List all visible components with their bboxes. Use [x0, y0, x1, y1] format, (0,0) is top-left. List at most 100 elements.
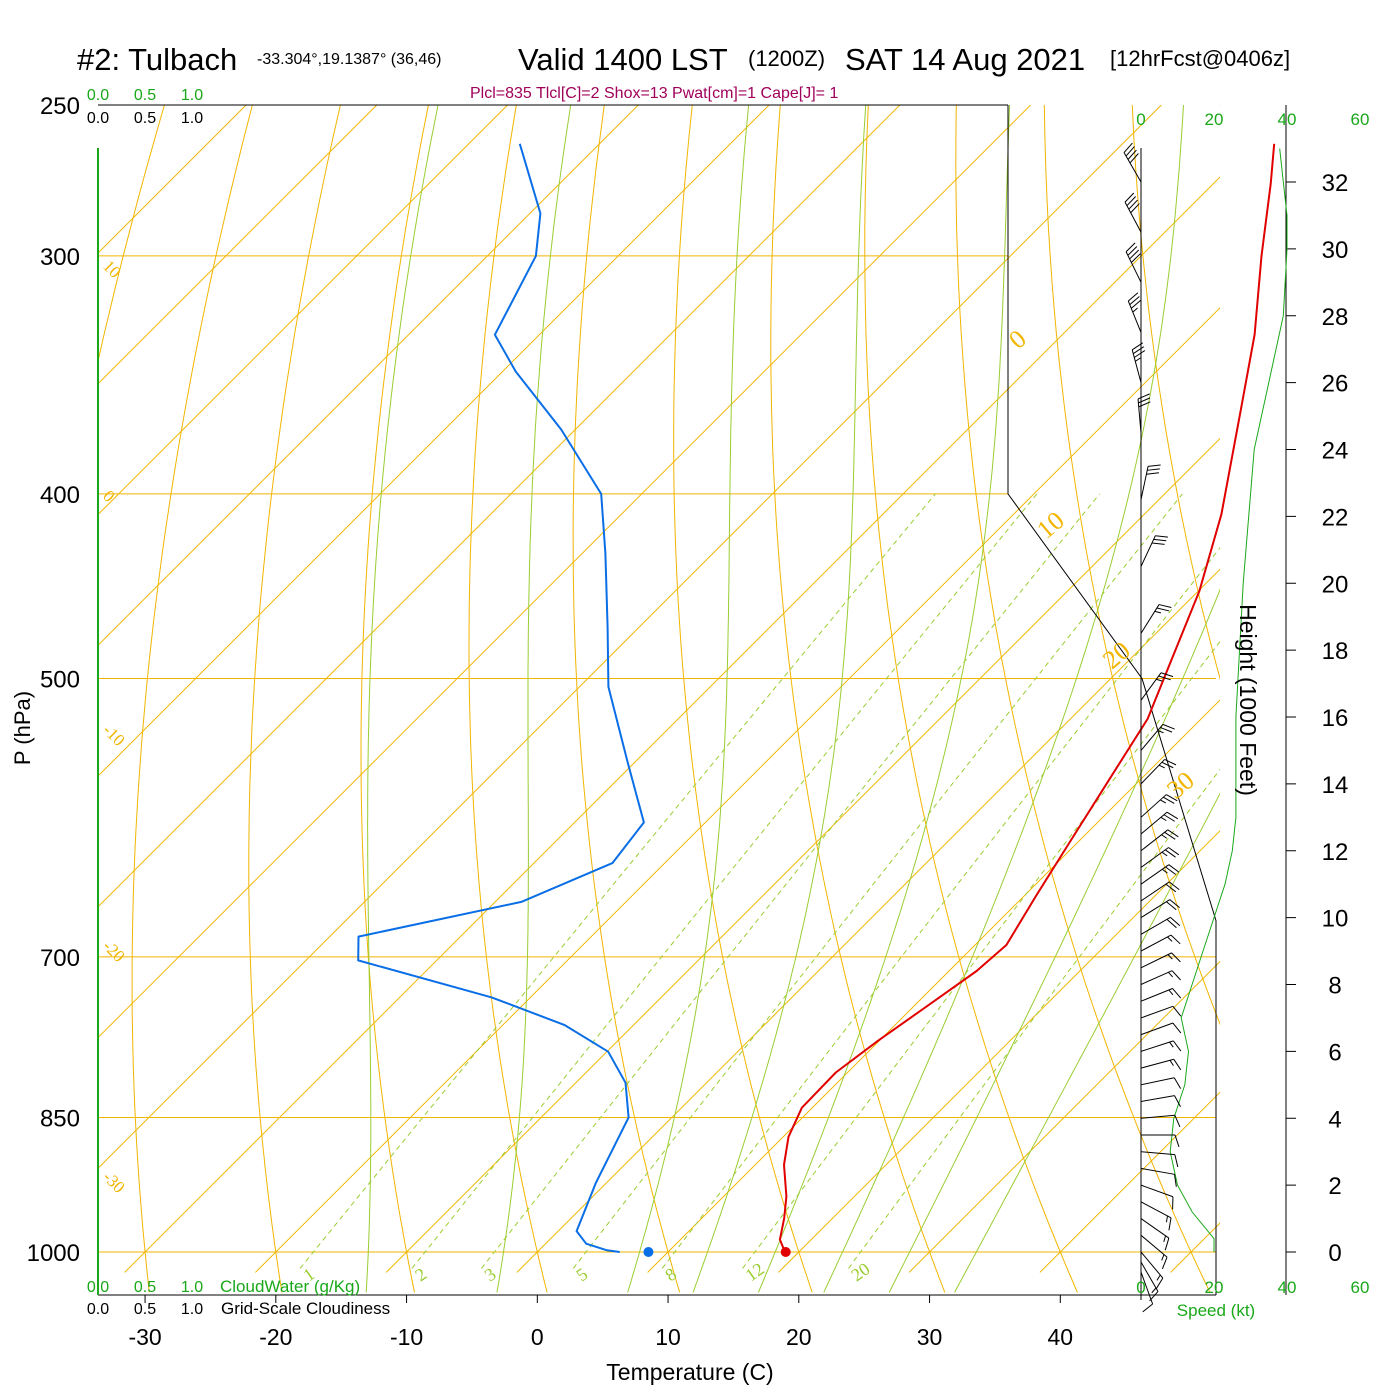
- height-tick-label: 12: [1322, 839, 1349, 866]
- isotherm-line: [516, 568, 1220, 1273]
- wind-barb: [1140, 535, 1168, 567]
- height-tick-label: 2: [1328, 1173, 1341, 1200]
- frame-right: [1007, 105, 1217, 1295]
- station-title: #2: Tulbach: [77, 42, 237, 77]
- wind-barb: [1141, 1134, 1180, 1148]
- pressure-tick-label: 1000: [27, 1240, 80, 1267]
- height-tick-label: 28: [1322, 304, 1349, 331]
- height-tick-label: 20: [1322, 571, 1349, 598]
- isotherm-line: [98, 105, 639, 647]
- mixing-ratio-line: [481, 493, 1100, 1269]
- wind-barb: [1140, 1095, 1181, 1107]
- moist-adiabat: [823, 105, 1184, 1293]
- dew-point-line: [357, 143, 645, 1253]
- temp-tick-label: 10: [655, 1324, 681, 1350]
- cloud-bottom-green-tick: 1.0: [181, 1279, 203, 1296]
- cloud-bottom-green-tick: 0.0: [87, 1279, 109, 1296]
- wind-barb: [1140, 604, 1172, 634]
- pressure-tick-label: 400: [40, 482, 80, 509]
- wind-barb: [1125, 242, 1142, 283]
- wind-barb: [1140, 934, 1181, 952]
- speed-axis-title: Speed (kt): [1177, 1301, 1255, 1320]
- speed-bottom-tick: 0: [1136, 1278, 1145, 1297]
- dry-adiabat: [673, 105, 813, 1293]
- wind-barb: [1140, 672, 1174, 701]
- mixing-ratio-label: 5: [572, 1264, 591, 1286]
- dry-adiabat: [1131, 105, 1220, 681]
- wind-barb: [1124, 192, 1142, 233]
- pressure-tick-label: 250: [40, 93, 80, 120]
- pressure-tick-label: 500: [40, 667, 80, 694]
- height-tick-label: 18: [1322, 638, 1349, 665]
- moist-adiabat: [365, 105, 439, 1293]
- height-tick-label: 14: [1322, 772, 1349, 799]
- station-coords: -33.304°,19.1387° (36,46): [257, 51, 441, 68]
- height-tick-label: 24: [1322, 438, 1349, 465]
- pressure-tick-label: 700: [40, 945, 80, 972]
- height-tick-label: 0: [1328, 1240, 1341, 1267]
- zulu-time: (1200Z): [748, 46, 825, 71]
- temp-tick-label: 20: [786, 1324, 812, 1350]
- surface-temperature-marker: [780, 1247, 791, 1257]
- dry-adiabat: [468, 105, 548, 1293]
- mixing-ratio-label: 3: [481, 1264, 500, 1286]
- isotherm-line: [98, 105, 378, 385]
- temp-tick-label: -10: [390, 1324, 423, 1350]
- height-tick-label: 32: [1322, 170, 1349, 197]
- isotherm-line: [98, 105, 770, 777]
- cloud-top-tick: 0.0: [87, 110, 109, 127]
- valid-date: SAT 14 Aug 2021: [845, 42, 1085, 77]
- wind-speed-profile: [1169, 148, 1288, 1252]
- background-grid: [98, 71, 1400, 1293]
- wind-barb: [1140, 1251, 1164, 1290]
- wind-barb: [1123, 142, 1142, 183]
- wind-barb: [1140, 1077, 1182, 1089]
- cloudiness-label: Grid-Scale Cloudiness: [221, 1299, 390, 1318]
- wind-barb: [1140, 1022, 1182, 1036]
- dry-adiabat: [1305, 71, 1400, 1292]
- dry-adiabat: [572, 105, 681, 1293]
- temperature-line: [778, 143, 1276, 1253]
- cloud-bottom-green-tick: 0.5: [134, 1279, 156, 1296]
- wind-barb: [1140, 1261, 1159, 1302]
- isotherm-line: [778, 830, 1220, 1273]
- height-tick-label: 22: [1322, 504, 1349, 531]
- wind-barb: [1140, 1184, 1174, 1210]
- cloud-top-green-tick: 1.0: [181, 87, 203, 104]
- wind-barb: [1140, 794, 1178, 818]
- wind-barb: [1140, 464, 1161, 500]
- height-tick-label: 10: [1322, 906, 1349, 933]
- wind-barb: [1140, 758, 1177, 785]
- cloudwater-label: CloudWater (g/Kg): [220, 1277, 360, 1296]
- isotherm-label: -30: [99, 1167, 128, 1196]
- speed-top-tick: 20: [1205, 110, 1224, 129]
- cloud-top-tick: 0.5: [134, 110, 156, 127]
- isotherm-line: [647, 699, 1220, 1273]
- wind-barb: [1140, 952, 1181, 969]
- cloud-bottom-tick: 0.5: [134, 1301, 156, 1318]
- moist-adiabat: [692, 105, 867, 1293]
- dry-adiabat: [360, 105, 429, 1293]
- wind-barb: [1140, 864, 1180, 885]
- mixing-ratio-label: 12: [742, 1259, 768, 1286]
- mixing-ratio-line: [848, 768, 1220, 1269]
- dry-adiabat: [770, 105, 946, 1293]
- isotherm-label: 30: [1161, 766, 1200, 805]
- height-tick-label: 16: [1322, 705, 1349, 732]
- surface-dew-point-marker: [643, 1247, 654, 1257]
- isotherm-label: 10: [99, 256, 124, 281]
- wind-barb: [1140, 723, 1175, 751]
- temp-tick-label: -20: [259, 1324, 292, 1350]
- isotherm-label: 0: [99, 486, 118, 505]
- cloud-top-green-tick: 0.0: [87, 87, 109, 104]
- cloud-bottom-tick: 0.0: [87, 1301, 109, 1318]
- mixing-ratio-label: 2: [411, 1264, 430, 1286]
- isotherm-label: 20: [1097, 636, 1136, 675]
- wind-barb: [1140, 1151, 1179, 1168]
- speed-top-tick: 0: [1136, 110, 1145, 129]
- isotherm-line: [98, 105, 901, 908]
- wind-barb: [1140, 1201, 1172, 1231]
- wind-barb: [1140, 811, 1179, 835]
